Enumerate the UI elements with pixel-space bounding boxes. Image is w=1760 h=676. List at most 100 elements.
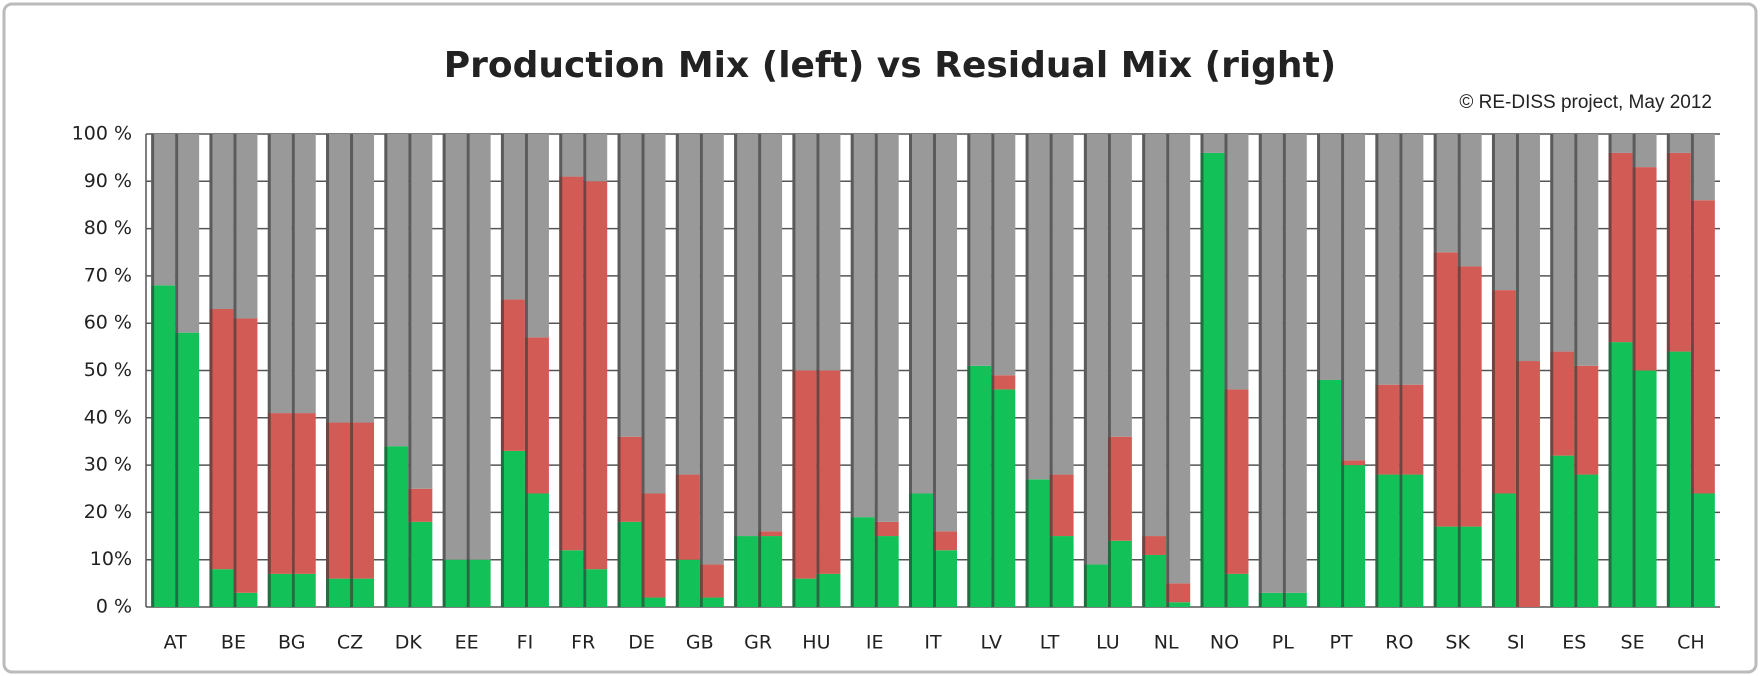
y-tick-label: 60 % [84, 312, 132, 334]
bar-segment [326, 578, 351, 607]
bar-segment [1049, 134, 1074, 475]
y-tick-label: 40 % [84, 406, 132, 428]
x-tick-label: IE [866, 632, 884, 654]
bar-segment [933, 134, 957, 532]
bar-segment [209, 134, 234, 310]
bar-segment [758, 531, 783, 537]
bar-segment [559, 176, 584, 551]
bar-segment [1666, 134, 1691, 153]
y-tick-label: 70 % [84, 264, 132, 286]
bar-segment [1142, 536, 1167, 555]
bar-segment [1025, 134, 1050, 480]
bar-segment [1457, 134, 1482, 267]
bar-segment [1666, 152, 1691, 352]
bar-segment [291, 134, 316, 414]
bar-segment [1550, 455, 1575, 607]
bar-segment [466, 134, 491, 560]
bar-segment [408, 521, 433, 607]
bar-segment [1399, 384, 1424, 475]
bar-segment [850, 134, 875, 518]
bar-segment [1317, 379, 1342, 607]
y-tick-label: 0 % [96, 596, 132, 618]
bar-segment [1375, 474, 1400, 607]
x-tick-label: PL [1272, 632, 1294, 654]
bar-segment [1224, 134, 1249, 390]
bar-segment [350, 134, 375, 423]
bar-segment [350, 578, 375, 607]
x-tick-label: CZ [337, 632, 363, 654]
bar-segment [1608, 342, 1633, 607]
bar-segment [583, 569, 608, 607]
bar-segment [326, 134, 351, 423]
bar-segment [641, 597, 666, 607]
x-tick-label: LU [1096, 632, 1120, 654]
bar-segment [524, 493, 549, 607]
bar-segment [1457, 526, 1482, 607]
bar-segment [267, 573, 292, 607]
bar-segment [1550, 134, 1575, 352]
y-tick-label: 10% [90, 548, 132, 570]
bar-segment [874, 536, 899, 607]
bar-segment [1282, 592, 1307, 607]
bar-segment [816, 134, 841, 371]
x-tick-label: BE [221, 632, 246, 654]
bar-segment [933, 531, 957, 551]
x-tick-label: SI [1507, 632, 1525, 654]
bar-segment [699, 597, 724, 607]
bar-segment [267, 134, 292, 414]
y-tick-label: 30 % [84, 454, 132, 476]
x-tick-label: SE [1621, 632, 1645, 654]
bar-segment [641, 134, 666, 494]
bar-segment [1224, 389, 1249, 574]
bar-segment [1166, 134, 1191, 584]
bar-segment [991, 375, 1016, 390]
bar-segment [1574, 365, 1599, 475]
x-tick-label: NL [1154, 632, 1179, 654]
bar-segment [792, 578, 817, 607]
bar-segment [617, 436, 642, 522]
bar-segment [1083, 564, 1108, 607]
bar-segment [384, 446, 409, 607]
bar-segment [675, 134, 700, 475]
bar-segment [1107, 540, 1132, 607]
bar-segment [792, 134, 817, 371]
bar-segment [175, 134, 200, 333]
bar-segment [442, 134, 467, 560]
bar-segment [1632, 134, 1657, 168]
bar-segment [1341, 465, 1366, 607]
x-tick-label: FI [517, 632, 534, 654]
chart-title: Production Mix (left) vs Residual Mix (r… [444, 45, 1336, 86]
bar-segment [1341, 134, 1366, 461]
x-tick-label: BG [278, 632, 305, 654]
x-tick-label: FR [571, 632, 595, 654]
bar-segment [326, 422, 351, 579]
bar-segment [233, 134, 258, 319]
bar-segment [151, 134, 176, 286]
bar-segment [1049, 474, 1074, 537]
bar-segment [874, 134, 899, 522]
x-tick-label: AT [164, 632, 188, 654]
bar-segment [1025, 479, 1050, 607]
bar-segment [1107, 436, 1132, 541]
bar-segment [1433, 252, 1458, 527]
bar-segment [1399, 134, 1424, 385]
bar-segment [500, 450, 525, 607]
y-tick-label: 80 % [84, 217, 132, 239]
bar-segment [1550, 351, 1575, 456]
bar-segment [1608, 152, 1633, 343]
bar-segment [1317, 134, 1342, 380]
bar-segment [559, 550, 584, 607]
bar-segment [792, 370, 817, 579]
bar-segment [758, 536, 783, 607]
bar-segment [291, 413, 316, 574]
bar-segment [967, 365, 992, 607]
bar-segment [1574, 474, 1599, 607]
bar-segment [933, 550, 957, 607]
bar-segment [699, 564, 724, 598]
bar-segment [874, 521, 899, 537]
bar-segment [466, 559, 491, 607]
bar-segment [408, 134, 433, 489]
bar-segment [442, 559, 467, 607]
bar-segment [1224, 573, 1249, 607]
